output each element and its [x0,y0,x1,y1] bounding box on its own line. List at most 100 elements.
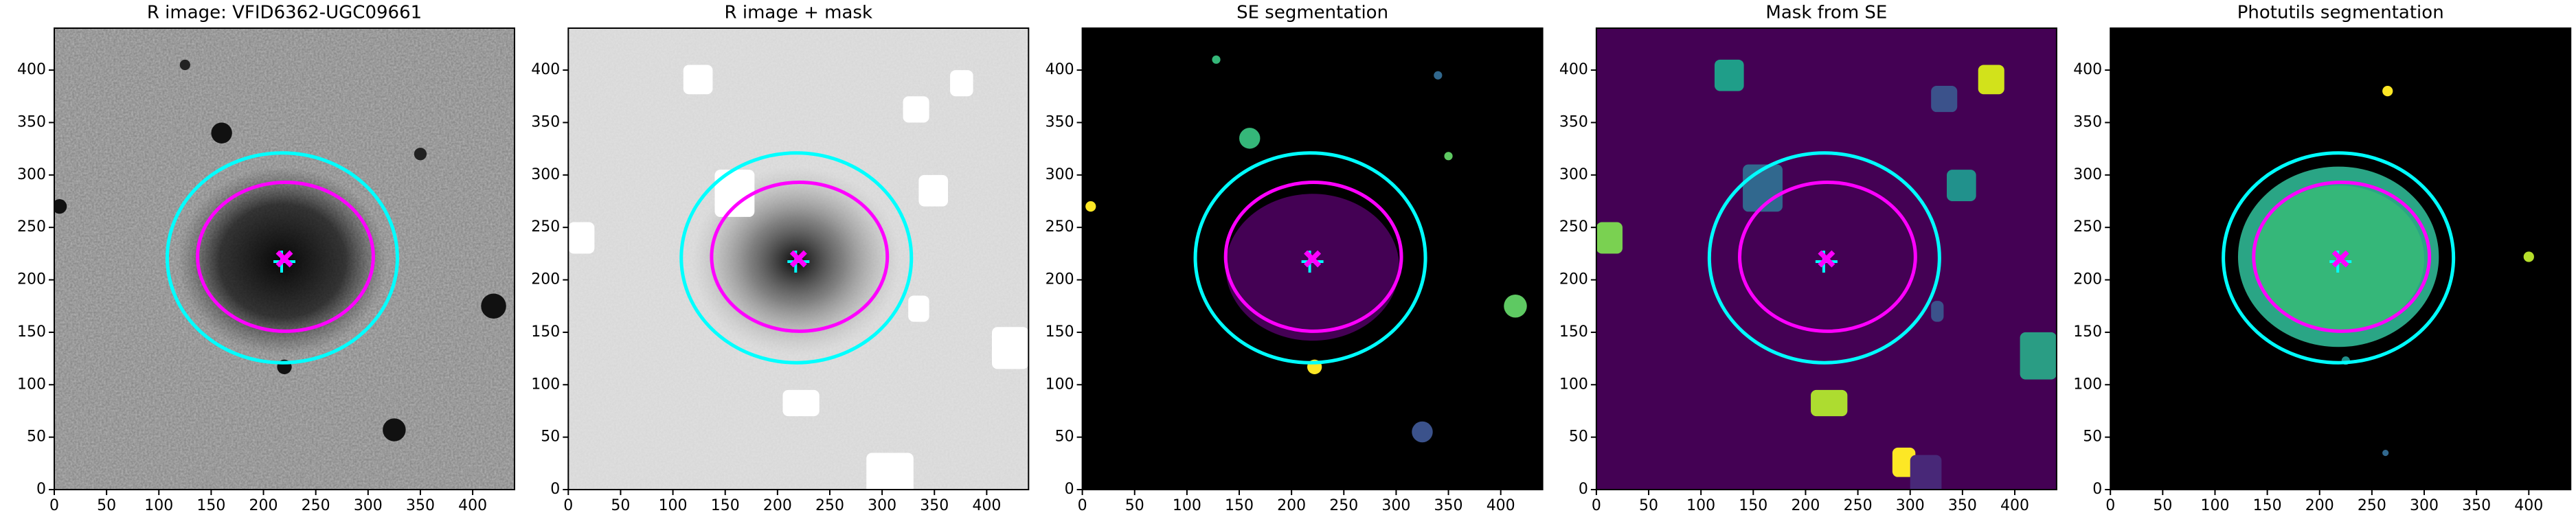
axes-frame [567,27,1030,490]
x-tick-label: 400 [2514,497,2543,514]
mask-region [992,327,1029,369]
y-tick-label: 0 [36,481,46,498]
x-tick-label: 250 [1329,497,1358,514]
mask-region [1714,59,1744,91]
mask-region [1978,65,2004,95]
aperture-ellipse [1193,151,1427,365]
mask-region [1596,222,1623,254]
mask-region [866,453,914,490]
x-tick-label: 350 [406,497,435,514]
y-tick-label: 150 [531,323,560,341]
y-tick-label: 200 [1046,271,1074,288]
y-tick-label: 0 [2092,481,2102,498]
aperture-ellipse [710,181,890,333]
panel: SE segmentation 0 50 100 150 200 250 300 350 400 0… [1046,3,1544,514]
aperture-ellipse [679,151,914,365]
mask-region [683,65,713,95]
panel: Photutils segmentation 0 50 100 150 200 250 300… [2073,3,2572,514]
image [1596,28,2057,490]
x-tick-label: 250 [302,497,330,514]
source [481,293,506,319]
y-tick-label: 400 [2073,61,2102,78]
y-tick-label: 300 [1046,166,1074,183]
x-tick-label: 200 [1277,497,1306,514]
x-tick-label: 200 [249,497,278,514]
source [1225,194,1399,341]
y-tick-label: 50 [27,428,46,446]
source [1444,152,1453,161]
aperture-ellipse [1707,151,1941,365]
source [211,122,232,144]
mask-region [1892,447,1916,477]
axes-frame [1595,27,2057,490]
y-tick-label: 350 [2073,113,2102,130]
source [1239,128,1261,149]
x-tick-label: 50 [611,497,630,514]
x-tick-label: 250 [1844,497,1873,514]
y-tick-label: 150 [17,323,46,341]
x-tick-label: 0 [2105,497,2115,514]
x-tick-label: 200 [763,497,792,514]
image [1082,28,1543,490]
x-tick-label: 300 [354,497,383,514]
panel: R image + mask 0 50 100 150 200 250 300 350 400 0 5… [531,3,1030,514]
x-tick-label: 100 [1686,497,1715,514]
x-tick-label: 300 [1381,497,1410,514]
x-tick-label: 300 [1896,497,1925,514]
y-tick-label: 100 [531,376,560,393]
y-tick-label: 300 [2073,166,2102,183]
image [2110,28,2571,490]
aperture-ellipse [1223,181,1403,333]
center-x [1818,250,1835,268]
x-tick-label: 400 [972,497,1001,514]
y-tick-label: 50 [1055,428,1074,446]
x-tick-label: 50 [97,497,116,514]
x-tick-label: 0 [563,497,573,514]
x-tick-label: 150 [711,497,740,514]
source [2382,86,2393,97]
source [414,148,427,161]
source [1085,201,1096,212]
y-tick-label: 100 [2073,376,2102,393]
x-tick-label: 300 [868,497,896,514]
source [179,59,190,71]
y-tick-label: 250 [1046,218,1074,236]
source [1504,294,1527,318]
mask-region [1931,86,1958,113]
aperture-ellipse [2222,151,2456,365]
axes-frame [2110,27,2572,490]
y-tick-label: 350 [1559,113,1588,130]
x-tick-label: 50 [1639,497,1658,514]
x-tick-label: 200 [2305,497,2334,514]
x-tick-label: 350 [2462,497,2491,514]
mask-region [908,295,929,322]
center-x [789,250,807,268]
x-tick-label: 150 [2253,497,2282,514]
panel-title: R image: VFID6362-UGC09661 [147,3,422,23]
panel-title: R image + mask [725,3,873,23]
mask-region [950,70,973,97]
y-tick-label: 250 [531,218,560,236]
x-tick-label: 150 [1739,497,1767,514]
y-tick-label: 400 [531,61,560,78]
y-tick-label: 300 [17,166,46,183]
x-tick-label: 400 [1487,497,1515,514]
panel-title: Mask from SE [1765,3,1887,23]
center-x [275,250,293,268]
y-tick-label: 300 [1559,166,1588,183]
mask-region [714,170,755,217]
x-tick-label: 150 [1225,497,1254,514]
mask-region [2020,332,2057,380]
y-tick-label: 400 [1046,61,1074,78]
y-tick-label: 0 [1579,481,1588,498]
mask-region [782,389,820,417]
y-tick-label: 50 [1569,428,1588,446]
y-tick-label: 200 [2073,271,2102,288]
mask-region [1947,170,1976,201]
y-tick-label: 50 [541,428,560,446]
x-tick-label: 150 [196,497,225,514]
x-tick-label: 250 [815,497,844,514]
center-x [2331,250,2349,268]
y-tick-label: 200 [1559,271,1588,288]
y-tick-label: 100 [17,376,46,393]
